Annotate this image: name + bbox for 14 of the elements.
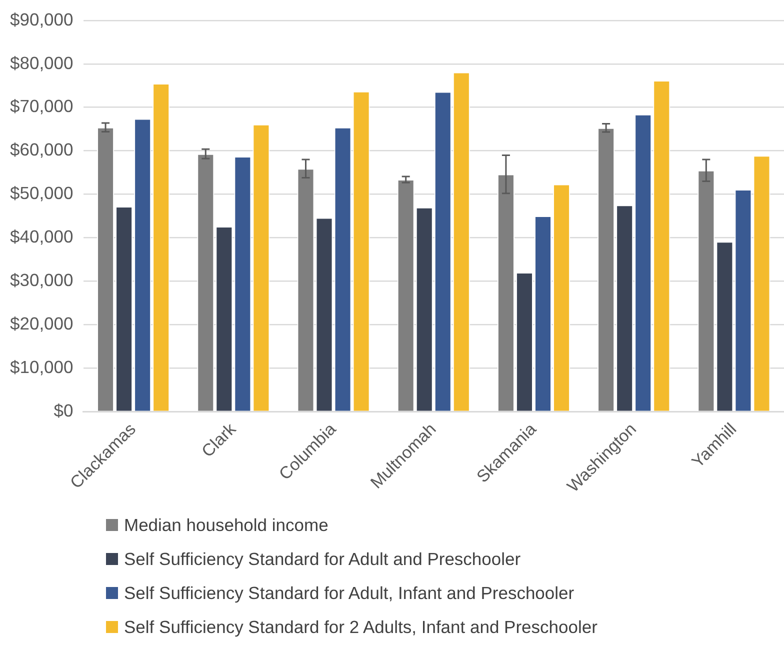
y-tick-label: $10,000 xyxy=(10,356,74,377)
legend-label: Self Sufficiency Standard for 2 Adults, Infant and Preschooler xyxy=(124,616,598,638)
y-tick-label: $90,000 xyxy=(10,9,74,30)
y-tick-label: $20,000 xyxy=(10,313,74,334)
y-tick-label: $30,000 xyxy=(10,270,74,290)
y-tick-label: $40,000 xyxy=(10,226,74,247)
legend-label: Median household income xyxy=(124,514,328,536)
y-tick-label: $60,000 xyxy=(10,140,74,160)
legend-label: Self Sufficiency Standard for Adult, Infant and Preschooler xyxy=(124,582,574,604)
y-tick-label: $50,000 xyxy=(10,183,74,204)
y-tick-label: $80,000 xyxy=(10,52,74,73)
y-tick-label: $70,000 xyxy=(10,96,74,116)
legend-label: Self Sufficiency Standard for Adult and Preschooler xyxy=(124,548,521,570)
y-tick-label: $0 xyxy=(54,400,74,420)
